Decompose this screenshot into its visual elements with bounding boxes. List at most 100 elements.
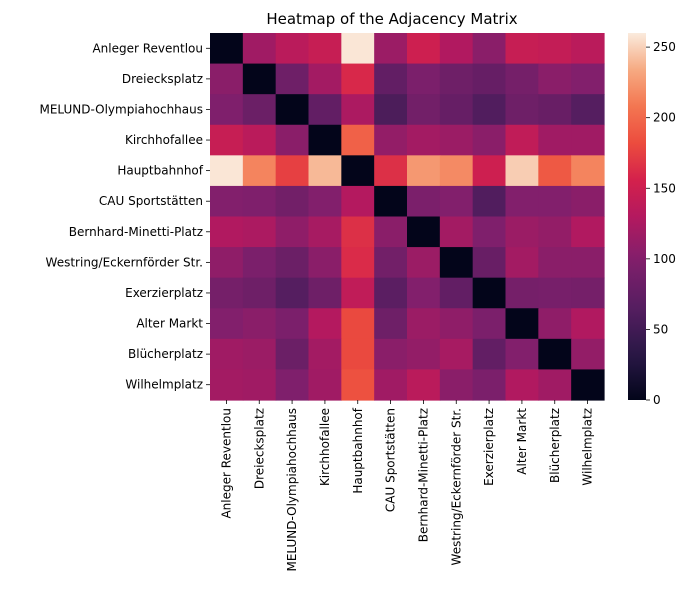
column-label-2: MELUND-Olympiahochhaus bbox=[285, 408, 299, 572]
heatmap-cell-3-5 bbox=[374, 124, 408, 156]
heatmap-cell-11-11 bbox=[571, 369, 605, 401]
heatmap-cell-11-7 bbox=[439, 369, 474, 401]
heatmap-cell-8-1 bbox=[242, 277, 277, 309]
heatmap-cell-6-7 bbox=[439, 216, 474, 248]
colorbar-tick-label-5: 250 bbox=[653, 40, 676, 54]
row-label-9: Alter Markt bbox=[136, 317, 203, 331]
heatmap-cell-3-7 bbox=[439, 124, 474, 156]
heatmap-cell-4-0 bbox=[210, 155, 244, 187]
heatmap-cell-1-2 bbox=[275, 63, 310, 95]
heatmap-cell-9-1 bbox=[242, 308, 277, 340]
heatmap-cell-8-11 bbox=[571, 277, 605, 309]
heatmap-cell-0-7 bbox=[439, 33, 474, 65]
colorbar-tick-label-0: 0 bbox=[653, 393, 661, 407]
heatmap-cell-11-9 bbox=[505, 369, 539, 401]
heatmap-cell-8-7 bbox=[439, 277, 474, 309]
heatmap-cell-6-3 bbox=[308, 216, 342, 248]
heatmap-cell-5-5 bbox=[374, 185, 408, 218]
heatmap-cell-5-3 bbox=[308, 185, 342, 218]
colorbar: 0 50 100 150 200 250 bbox=[628, 33, 676, 407]
column-label-6: Bernhard-Minetti-Platz bbox=[416, 408, 430, 542]
heatmap-cell-0-3 bbox=[308, 33, 342, 65]
heatmap-cell-10-6 bbox=[407, 338, 441, 371]
heatmap-cell-2-11 bbox=[571, 94, 605, 126]
heatmap-cell-7-3 bbox=[308, 247, 342, 279]
heatmap-cell-5-10 bbox=[538, 185, 572, 218]
heatmap-cell-0-6 bbox=[407, 33, 441, 65]
heatmap-cell-7-4 bbox=[341, 247, 375, 279]
column-label-9: Alter Markt bbox=[515, 408, 529, 475]
heatmap-cell-4-5 bbox=[374, 155, 408, 187]
heatmap-cell-0-11 bbox=[571, 33, 605, 65]
heatmap-cell-1-7 bbox=[439, 63, 474, 95]
heatmap-cell-11-4 bbox=[341, 369, 375, 401]
heatmap-cell-4-7 bbox=[439, 155, 474, 187]
heatmap-cell-4-3 bbox=[308, 155, 342, 187]
heatmap-cell-1-5 bbox=[374, 63, 408, 95]
heatmap-cell-10-5 bbox=[374, 338, 408, 371]
row-label-11: Wilhelmplatz bbox=[125, 378, 203, 392]
column-label-0: Anleger Reventlou bbox=[219, 408, 233, 519]
heatmap-cell-2-10 bbox=[538, 94, 572, 126]
heatmap-cell-9-4 bbox=[341, 308, 375, 340]
row-label-7: Westring/Eckernförder Str. bbox=[46, 255, 203, 269]
heatmap-cells bbox=[210, 33, 605, 401]
heatmap-cell-9-11 bbox=[571, 308, 605, 340]
colorbar-tick-label-3: 150 bbox=[653, 181, 676, 195]
row-label-5: CAU Sportstätten bbox=[99, 194, 203, 208]
heatmap-cell-11-10 bbox=[538, 369, 572, 401]
heatmap-cell-10-7 bbox=[439, 338, 474, 371]
column-label-7: Westring/Eckernförder Str. bbox=[449, 408, 463, 565]
heatmap-cell-4-6 bbox=[407, 155, 441, 187]
heatmap-cell-5-4 bbox=[341, 185, 375, 218]
heatmap-cell-9-10 bbox=[538, 308, 572, 340]
chart-title: Heatmap of the Adjacency Matrix bbox=[266, 10, 517, 28]
heatmap-cell-10-10 bbox=[538, 338, 572, 371]
heatmap-cell-1-3 bbox=[308, 63, 342, 95]
column-label-8: Exerzierplatz bbox=[482, 408, 496, 486]
heatmap-cell-10-8 bbox=[472, 338, 507, 371]
heatmap-cell-0-10 bbox=[538, 33, 572, 65]
heatmap-cell-5-1 bbox=[242, 185, 277, 218]
heatmap-cell-10-1 bbox=[242, 338, 277, 371]
heatmap-cell-0-1 bbox=[242, 33, 277, 65]
heatmap-cell-6-10 bbox=[538, 216, 572, 248]
heatmap-cell-10-9 bbox=[505, 338, 539, 371]
heatmap-cell-2-5 bbox=[374, 94, 408, 126]
heatmap-cell-10-2 bbox=[275, 338, 310, 371]
heatmap-cell-5-11 bbox=[571, 185, 605, 218]
colorbar-gradient bbox=[628, 33, 646, 400]
heatmap-cell-0-4 bbox=[341, 33, 375, 65]
heatmap-cell-0-0 bbox=[210, 33, 244, 65]
heatmap-cell-6-8 bbox=[472, 216, 507, 248]
heatmap-cell-9-5 bbox=[374, 308, 408, 340]
heatmap-cell-6-9 bbox=[505, 216, 539, 248]
heatmap-cell-4-4 bbox=[341, 155, 375, 187]
heatmap-cell-11-5 bbox=[374, 369, 408, 401]
heatmap-cell-1-10 bbox=[538, 63, 572, 95]
colorbar-tick-label-1: 50 bbox=[653, 322, 668, 336]
heatmap-cell-11-2 bbox=[275, 369, 310, 401]
heatmap-cell-2-7 bbox=[439, 94, 474, 126]
row-label-8: Exerzierplatz bbox=[125, 286, 203, 300]
column-label-10: Blücherplatz bbox=[548, 408, 562, 483]
heatmap-cell-9-8 bbox=[472, 308, 507, 340]
heatmap-cell-11-8 bbox=[472, 369, 507, 401]
heatmap-cell-7-5 bbox=[374, 247, 408, 279]
heatmap-cell-1-9 bbox=[505, 63, 539, 95]
row-label-6: Bernhard-Minetti-Platz bbox=[69, 225, 203, 239]
heatmap-cell-9-6 bbox=[407, 308, 441, 340]
heatmap-cell-5-0 bbox=[210, 185, 244, 218]
heatmap-cell-0-8 bbox=[472, 33, 507, 65]
heatmap-cell-7-0 bbox=[210, 247, 244, 279]
heatmap-cell-11-0 bbox=[210, 369, 244, 401]
heatmap-cell-1-4 bbox=[341, 63, 375, 95]
column-label-5: CAU Sportstätten bbox=[384, 408, 398, 512]
heatmap-cell-1-6 bbox=[407, 63, 441, 95]
heatmap-cell-5-8 bbox=[472, 185, 507, 218]
row-label-0: Anleger Reventlou bbox=[92, 41, 203, 55]
heatmap-cell-7-8 bbox=[472, 247, 507, 279]
heatmap-cell-10-0 bbox=[210, 338, 244, 371]
heatmap-cell-0-5 bbox=[374, 33, 408, 65]
